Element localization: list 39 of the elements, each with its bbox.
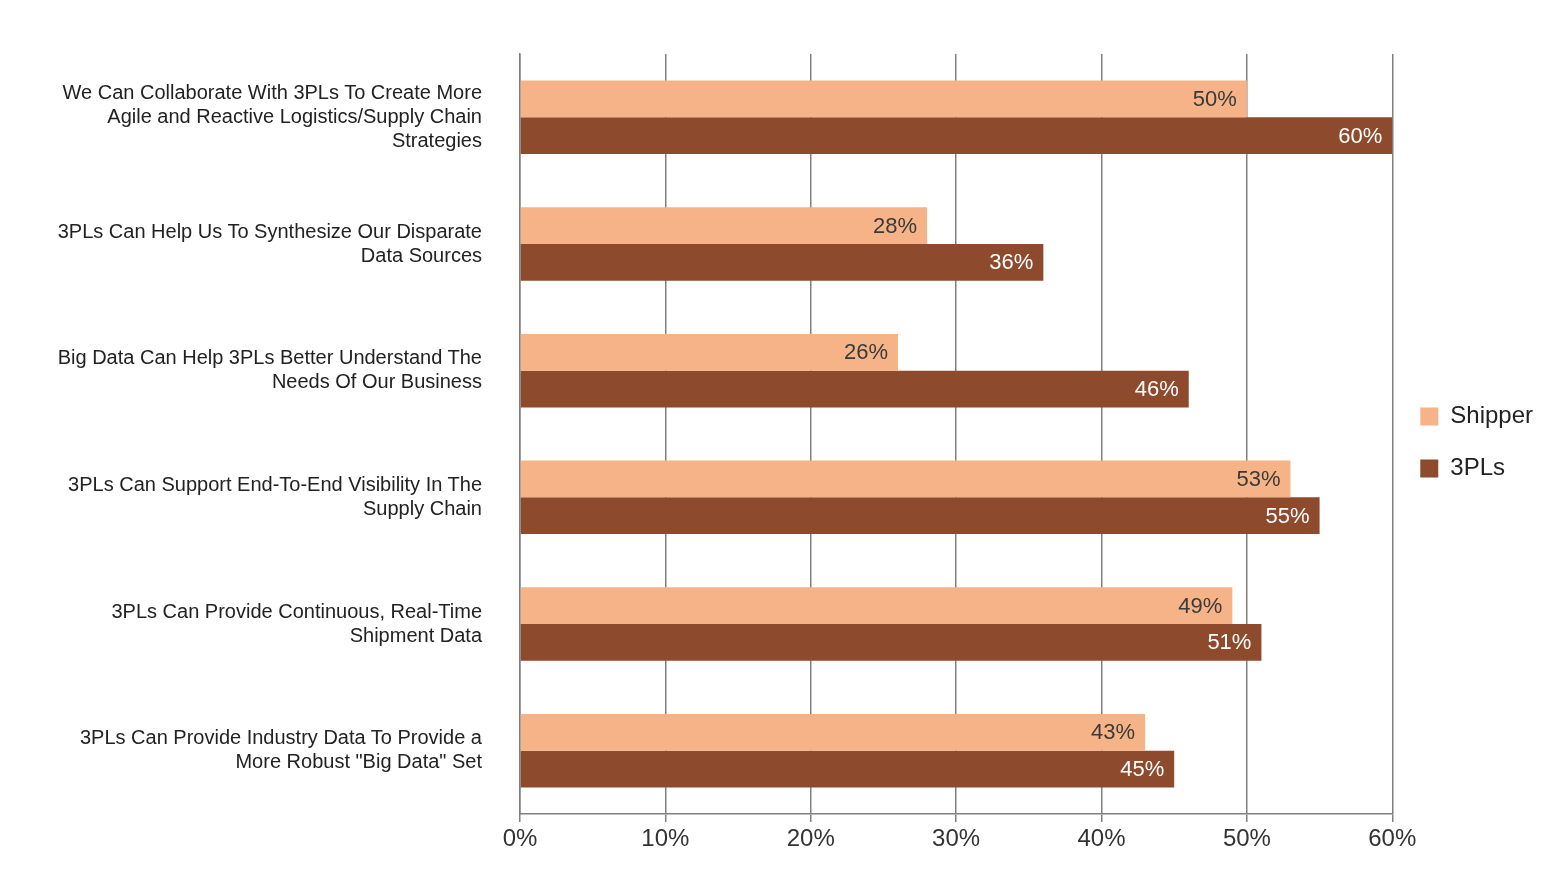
data-label: 55% (1265, 502, 1310, 528)
legend-label: 3PLs (1450, 453, 1505, 481)
y-tick-label: We Can Collaborate With 3PLs To Create More Agile and Reactive Logistics/Supply Chain Strategies (62, 80, 482, 151)
bar (520, 497, 1320, 535)
data-label: 53% (1236, 466, 1281, 492)
y-tick-label: Big Data Can Help 3PLs Better Understand The Needs Of Our Business (57, 346, 482, 393)
data-label: 26% (843, 339, 888, 365)
data-label: 28% (873, 212, 918, 238)
x-tick-label: 10% (641, 824, 690, 852)
x-tick-label: 20% (786, 824, 835, 852)
bar (520, 333, 898, 371)
data-label: 43% (1091, 719, 1136, 745)
y-tick-label: 3PLs Can Provide Continuous, Real-Time Shipment Data (111, 599, 483, 646)
y-tick-label: 3PLs Can Provide Industry Data To Provide a More Robust "Big Data" Set (79, 726, 483, 773)
y-tick-label: 3PLs Can Help Us To Synthesize Our Disparate Data Sources (57, 219, 482, 266)
data-label: 51% (1207, 629, 1252, 655)
bar (520, 370, 1189, 408)
bar (520, 244, 1044, 281)
x-tick-label: 50% (1222, 824, 1271, 852)
bar (520, 587, 1233, 624)
bar (520, 750, 1175, 788)
data-label: 50% (1192, 86, 1237, 112)
data-label: 45% (1120, 756, 1165, 782)
x-tick-label: 30% (932, 824, 981, 852)
x-tick-label: 0% (502, 824, 538, 852)
bar (520, 117, 1393, 155)
bar (520, 207, 928, 244)
bar (520, 460, 1291, 498)
legend-label: Shipper (1450, 401, 1534, 429)
y-tick-label: 3PLs Can Support End-To-End Visibility In The Supply Chain (68, 472, 482, 519)
data-label: 49% (1178, 592, 1223, 618)
bar (520, 713, 1146, 751)
x-tick-label: 60% (1368, 824, 1417, 852)
bar (520, 624, 1262, 661)
data-label: 60% (1338, 122, 1383, 148)
x-tick-label: 40% (1077, 824, 1126, 852)
data-label: 36% (989, 249, 1034, 275)
bar (520, 80, 1247, 118)
data-label: 46% (1134, 376, 1179, 402)
